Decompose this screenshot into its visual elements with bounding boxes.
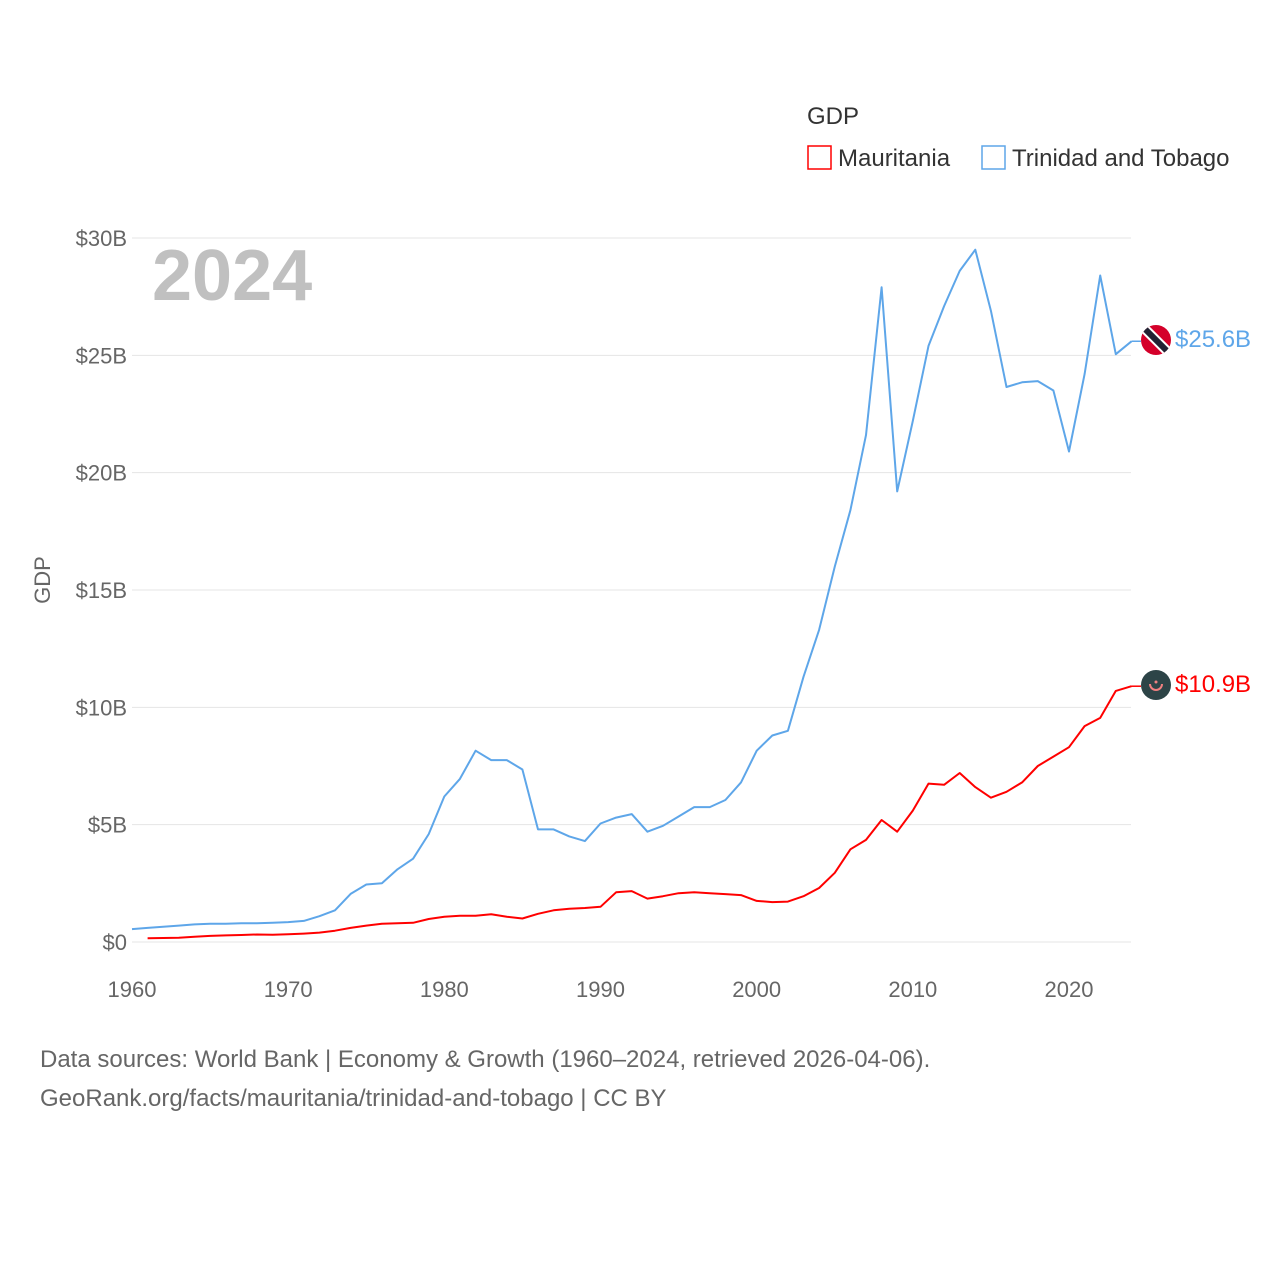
legend-swatch-mauritania <box>807 145 832 170</box>
x-tick-label: 2000 <box>732 977 781 1002</box>
x-axis-ticks: 1960 1970 1980 1990 2000 2010 2020 <box>108 977 1094 1002</box>
legend-item-trinidad-and-tobago[interactable]: Trinidad and Tobago <box>981 145 1230 172</box>
source-link[interactable]: GeoRank.org/facts/mauritania/trinidad-an… <box>40 1085 667 1112</box>
end-label-trinidad-and-tobago: $25.6B <box>1175 326 1251 353</box>
y-tick-label: $10B <box>76 695 127 720</box>
y-tick-label: $20B <box>76 461 127 486</box>
x-tick-label: 1960 <box>108 977 157 1002</box>
y-tick-label: $0 <box>103 930 127 955</box>
x-tick-label: 1990 <box>576 977 625 1002</box>
end-label-mauritania: $10.9B <box>1175 671 1251 698</box>
x-tick-label: 1980 <box>420 977 469 1002</box>
legend-item-mauritania[interactable]: Mauritania <box>807 145 951 172</box>
year-watermark: 2024 <box>152 236 312 316</box>
trinidad-and-tobago-flag-icon <box>1141 325 1171 355</box>
legend-label-mauritania: Mauritania <box>838 145 951 172</box>
x-tick-label: 1970 <box>264 977 313 1002</box>
source-note: Data sources: World Bank | Economy & Gro… <box>40 1046 931 1073</box>
legend-swatch-trinidad-and-tobago <box>981 145 1006 170</box>
y-axis-ticks: $0 $5B $10B $15B $20B $25B $30B <box>76 226 127 955</box>
y-tick-label: $15B <box>76 578 127 603</box>
series-line-mauritania <box>147 685 1132 940</box>
y-axis-label: GDP <box>30 556 55 604</box>
mauritania-flag-icon <box>1141 670 1171 700</box>
x-tick-label: 2010 <box>888 977 937 1002</box>
y-tick-label: $30B <box>76 226 127 251</box>
gridlines <box>132 237 1131 943</box>
legend-label-trinidad-and-tobago: Trinidad and Tobago <box>1012 145 1230 172</box>
y-tick-label: $25B <box>76 343 127 368</box>
legend-title: GDP <box>807 103 859 130</box>
x-tick-label: 2020 <box>1045 977 1094 1002</box>
y-tick-label: $5B <box>88 813 127 838</box>
series-lines <box>131 248 1141 940</box>
series-line-trinidad-and-tobago <box>131 248 1133 931</box>
